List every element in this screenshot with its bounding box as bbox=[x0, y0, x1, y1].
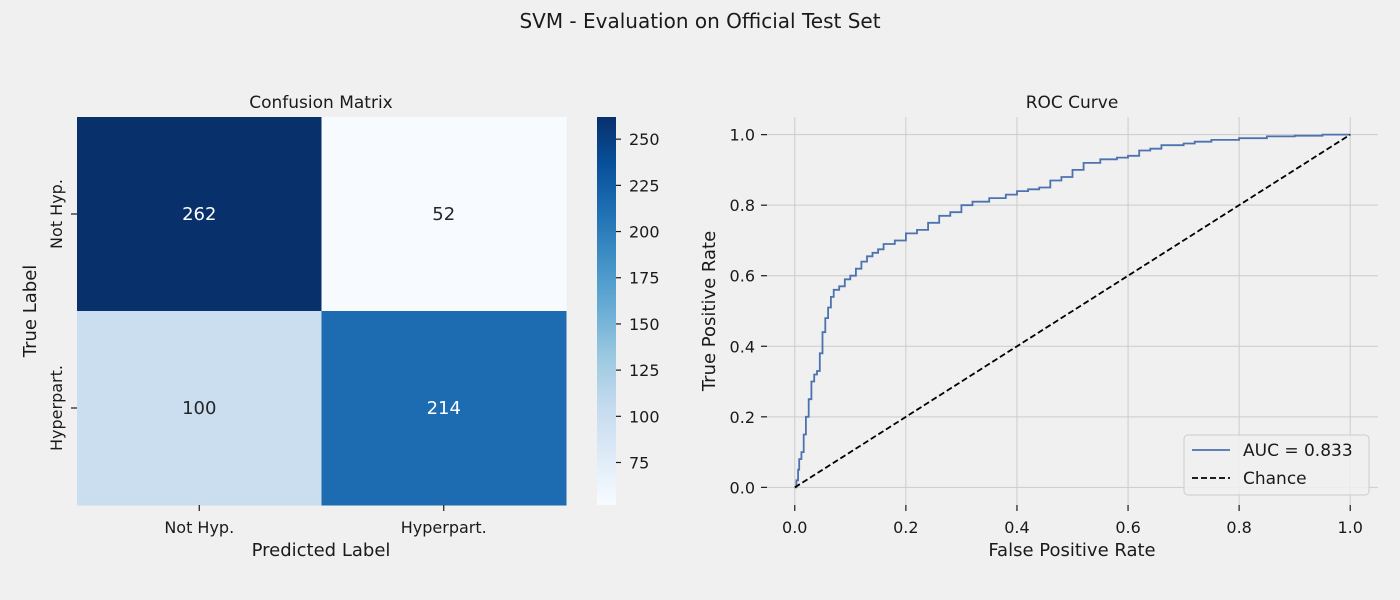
confusion-matrix-cell bbox=[321, 311, 567, 506]
roc-xlabel: False Positive Rate bbox=[988, 540, 1155, 561]
legend-box bbox=[1183, 434, 1370, 496]
confusion-matrix-ylabel: True Label bbox=[20, 265, 41, 359]
x-tick-label: Not Hyp. bbox=[164, 518, 234, 537]
confusion-matrix-panel: Confusion Matrix 262 52 100 214 Not Hyp. Hyp… bbox=[20, 93, 660, 561]
roc-title: ROC Curve bbox=[1026, 93, 1119, 113]
confusion-matrix-title: Confusion Matrix bbox=[249, 93, 393, 113]
confusion-matrix-cell bbox=[321, 117, 567, 312]
confusion-matrix-cells: 262 52 100 214 bbox=[77, 117, 567, 506]
legend-label-roc: AUC = 0.833 bbox=[1243, 441, 1353, 461]
roc-panel: ROC Curve 0.0 0.2 0.4 0.6 0.8 1.0 0.0 0.2 0.4 0.6… bbox=[699, 93, 1378, 561]
y-tick-label: Not Hyp. bbox=[47, 179, 66, 249]
roc-curve-line bbox=[794, 133, 1351, 489]
confusion-matrix-cell bbox=[77, 117, 322, 312]
colorbar-tick-label: 150 bbox=[629, 315, 660, 334]
colorbar-tick-label: 200 bbox=[629, 223, 660, 242]
colorbar: 75 100 125 150 175 200 225 250 bbox=[597, 117, 660, 505]
colorbar-tick-label: 125 bbox=[629, 361, 660, 380]
roc-lines bbox=[794, 133, 1351, 489]
confusion-matrix-cell bbox=[77, 311, 322, 506]
roc-legend: AUC = 0.833 Chance bbox=[1183, 434, 1370, 496]
x-tick-label: 0.2 bbox=[893, 518, 918, 537]
colorbar-tick-label: 75 bbox=[629, 454, 649, 473]
roc-ylabel: True Positive Rate bbox=[699, 231, 720, 392]
roc-ticks: 0.0 0.2 0.4 0.6 0.8 1.0 0.0 0.2 0.4 0.6 0.8 1.0 bbox=[730, 126, 1363, 537]
colorbar-tick-label: 225 bbox=[629, 176, 660, 195]
y-tick-label: 0.6 bbox=[730, 267, 755, 286]
x-tick-label: 0.0 bbox=[782, 518, 807, 537]
x-tick-label: 0.4 bbox=[1004, 518, 1029, 537]
y-tick-label: 0.4 bbox=[730, 337, 755, 356]
y-tick-label: 0.2 bbox=[730, 408, 755, 427]
y-tick-label: 0.8 bbox=[730, 196, 755, 215]
x-tick-label: 1.0 bbox=[1338, 518, 1363, 537]
confusion-matrix-ticks: Not Hyp. Hyperpart. Not Hyp. Hyperpart. bbox=[47, 179, 487, 537]
colorbar-tick-label: 250 bbox=[629, 130, 660, 149]
chance-line bbox=[794, 133, 1351, 489]
x-tick-label: Hyperpart. bbox=[401, 518, 487, 537]
colorbar-tick-label: 100 bbox=[629, 407, 660, 426]
x-tick-label: 0.8 bbox=[1226, 518, 1251, 537]
confusion-matrix-value: 100 bbox=[182, 398, 216, 419]
confusion-matrix-xlabel: Predicted Label bbox=[252, 540, 391, 561]
colorbar-gradient bbox=[597, 117, 616, 505]
confusion-matrix-value: 262 bbox=[182, 204, 216, 225]
y-tick-label: Hyperpart. bbox=[47, 365, 66, 451]
confusion-matrix-value: 214 bbox=[427, 398, 461, 419]
legend-label-chance: Chance bbox=[1243, 469, 1307, 489]
figure-title: SVM - Evaluation on Official Test Set bbox=[519, 9, 880, 33]
colorbar-tick-label: 175 bbox=[629, 269, 660, 288]
x-tick-label: 0.6 bbox=[1115, 518, 1140, 537]
y-tick-label: 0.0 bbox=[730, 478, 755, 497]
colorbar-ticks: 75 100 125 150 175 200 225 250 bbox=[616, 130, 660, 473]
y-tick-label: 1.0 bbox=[730, 126, 755, 145]
confusion-matrix-value: 52 bbox=[432, 204, 455, 225]
